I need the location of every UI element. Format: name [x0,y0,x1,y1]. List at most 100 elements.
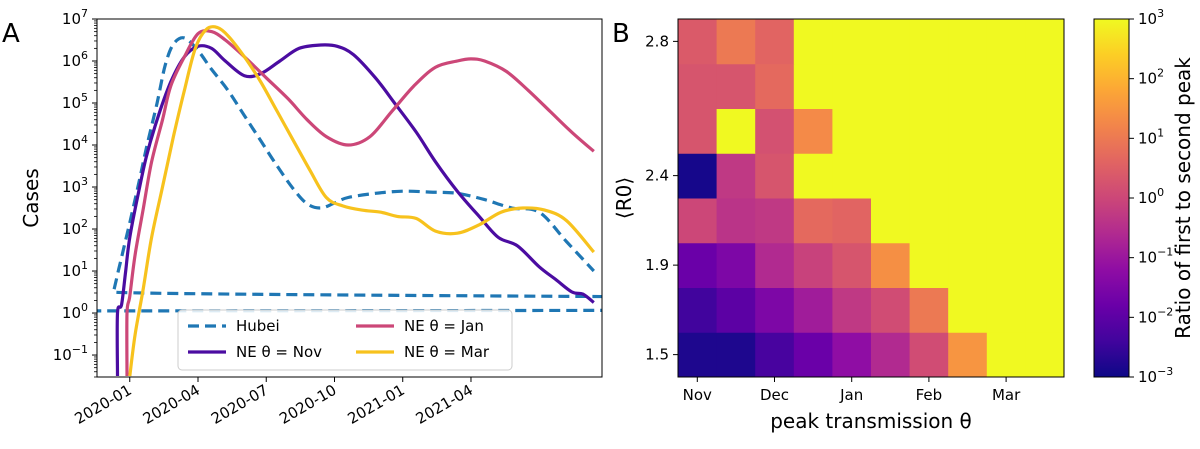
y-tick-label: 104 [62,133,88,154]
panel-b-y-ticks: 1.5 1.9 2.4 2.8 [645,32,678,364]
heatmap-cell [755,19,795,65]
x-tick-label: Mar [992,386,1021,404]
x-tick-label: 2021-04 [413,381,476,428]
y-tick-label: 10−1 [53,343,88,364]
colorbar-ticks: 10−3 10−2 10−1 100 101 102 103 [1129,7,1173,386]
heatmap-cell [909,19,949,65]
series-line-ne-jan [125,29,595,377]
colorbar-tick-label: 100 [1138,186,1164,207]
heatmap-cell [832,242,872,288]
heatmap-cell [832,153,872,199]
heatmap-cell [755,287,795,333]
legend-label: NE θ = Nov [236,343,322,361]
heatmap-cell [909,198,949,244]
colorbar-tick-label: 102 [1138,67,1164,88]
panel-a-y-ticks: 10−1 100 101 102 103 104 105 106 107 [53,7,97,378]
heatmap-cell [1025,19,1065,65]
heatmap-cell [755,332,795,378]
x-tick-label: 2020-04 [140,381,203,428]
colorbar-label: Ratio of first to second peak [1171,57,1195,339]
heatmap-cell [793,63,833,109]
panel-b-cells [678,19,1065,378]
x-tick-label: 2021-01 [344,381,407,428]
y-tick-label: 2.4 [645,167,669,185]
heatmap-cell [1025,153,1065,199]
heatmap-cell [1025,287,1065,333]
heatmap-cell [871,242,911,288]
heatmap-cell [716,153,756,199]
y-tick-label: 2.8 [645,32,669,50]
colorbar [1093,18,1130,378]
heatmap-cell [1025,332,1065,378]
panel-b-y-axis-label: ⟨R0⟩ [612,177,636,219]
heatmap-cell [948,63,988,109]
heatmap-cell [871,332,911,378]
y-tick-label: 101 [62,259,88,280]
heatmap-cell [986,108,1026,154]
colorbar-tick-label: 103 [1138,7,1164,28]
heatmap-cell [1025,63,1065,109]
heatmap-cell [871,19,911,65]
legend-label: Hubei [236,317,280,335]
heatmap-cell [871,287,911,333]
heatmap-cell [678,63,718,109]
heatmap-cell [716,63,756,109]
series-line-ne-mar [128,25,596,377]
heatmap-cell [909,63,949,109]
panel-b-x-axis-label: peak transmission θ [770,409,972,433]
heatmap-cell [678,19,718,65]
heatmap-cell [909,153,949,199]
panel-a-letter: A [2,19,20,49]
heatmap-cell [948,198,988,244]
heatmap-cell [832,19,872,65]
heatmap-cell [1025,108,1065,154]
heatmap-cell [986,287,1026,333]
colorbar-tick-label: 101 [1138,126,1164,147]
heatmap-cell [678,108,718,154]
heatmap-cell [832,332,872,378]
heatmap-cell [793,108,833,154]
heatmap-cell [716,287,756,333]
heatmap-cell [832,287,872,333]
series-line-ne-nov [115,43,595,377]
x-tick-label: 2020-01 [71,381,134,428]
colorbar-tick-label: 10−2 [1138,305,1173,326]
heatmap-cell [716,332,756,378]
heatmap-cell [948,108,988,154]
y-tick-label: 102 [62,217,88,238]
colorbar-tick-label: 10−1 [1138,246,1173,267]
heatmap-cell [755,153,795,199]
heatmap-cell [716,108,756,154]
y-tick-label: 1.5 [645,346,669,364]
heatmap-cell [909,287,949,333]
heatmap-cell [986,19,1026,65]
heatmap-cell [716,198,756,244]
heatmap-cell [986,198,1026,244]
heatmap-cell [793,287,833,333]
panel-b-letter: B [612,19,630,49]
heatmap-cell [755,108,795,154]
heatmap-cell [871,108,911,154]
x-tick-label: Nov [683,386,712,404]
heatmap-cell [832,198,872,244]
heatmap-cell [678,242,718,288]
heatmap-cell [909,108,949,154]
heatmap-cell [986,242,1026,288]
heatmap-cell [948,153,988,199]
heatmap-cell [1025,198,1065,244]
heatmap-cell [793,332,833,378]
y-tick-label: 107 [62,7,88,28]
panel-b-x-ticks: Nov Dec Jan Feb Mar [683,377,1021,404]
y-tick-label: 100 [62,301,88,322]
heatmap-cell [678,153,718,199]
heatmap-cell [755,63,795,109]
panel-a-y-axis-label: Cases [19,168,43,227]
y-tick-label: 103 [62,175,88,196]
panel-a-series [97,25,602,377]
heatmap-cell [678,287,718,333]
heatmap-cell [948,242,988,288]
heatmap-cell [948,287,988,333]
heatmap-cell [871,63,911,109]
heatmap-cell [716,19,756,65]
